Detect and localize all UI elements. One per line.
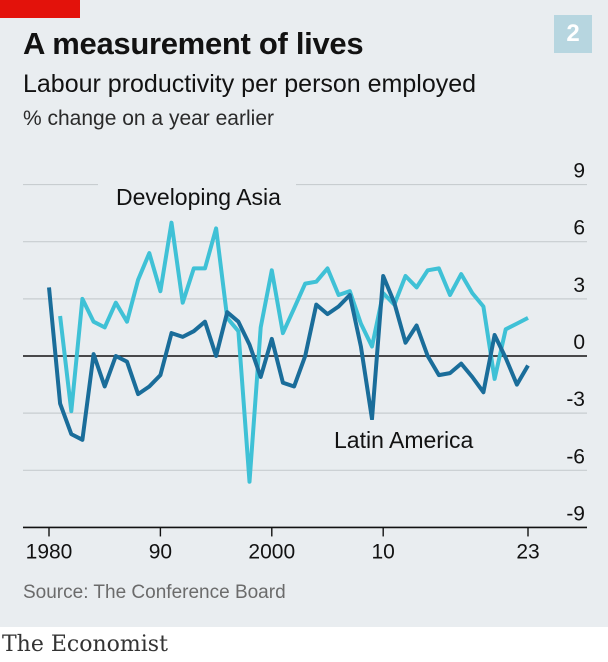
y-tick-label: -6: [566, 445, 585, 468]
brand-accent-tab: [0, 0, 80, 18]
publication-logo: The Economist: [2, 632, 168, 657]
chart-subtitle: Labour productivity per person employed: [23, 70, 477, 98]
latin-america-label-bg: [326, 420, 486, 454]
chart-units: % change on a year earlier: [23, 107, 274, 130]
x-tick-label: 90: [149, 540, 172, 563]
developing-asia-line: [58, 220, 529, 484]
x-tick-label: 2000: [248, 540, 295, 563]
y-tick-label: 9: [573, 160, 585, 183]
y-tick-label: 3: [573, 274, 585, 297]
source-note: Source: The Conference Board: [23, 582, 286, 603]
y-tick-labels: 9 6 3 0 -3 -6 -9: [566, 160, 585, 526]
y-tick-label: -9: [566, 502, 585, 525]
latin-america-line: [47, 274, 530, 442]
x-tick-label: 1980: [26, 540, 73, 563]
line-chart: 9 6 3 0 -3 -6 -9 1980 90 2000 10 23 Developing Asi…: [23, 160, 587, 563]
x-tick-label: 23: [516, 540, 539, 563]
x-axis: 1980 90 2000 10 23: [23, 526, 587, 563]
series-lines: [47, 220, 530, 484]
developing-asia-label-bg: [98, 178, 296, 212]
developing-asia-label: Developing Asia: [116, 184, 281, 210]
chart-number-badge: 2: [554, 15, 592, 53]
x-tick-label: 10: [372, 540, 395, 563]
y-tick-label: 6: [573, 217, 585, 240]
y-tick-label: -3: [566, 388, 585, 411]
chart-panel: [0, 0, 608, 627]
series-annotations: Developing Asia Latin America: [98, 178, 486, 454]
chart-title: A measurement of lives: [23, 26, 364, 61]
latin-america-label: Latin America: [334, 427, 474, 453]
y-tick-label: 0: [573, 331, 585, 354]
